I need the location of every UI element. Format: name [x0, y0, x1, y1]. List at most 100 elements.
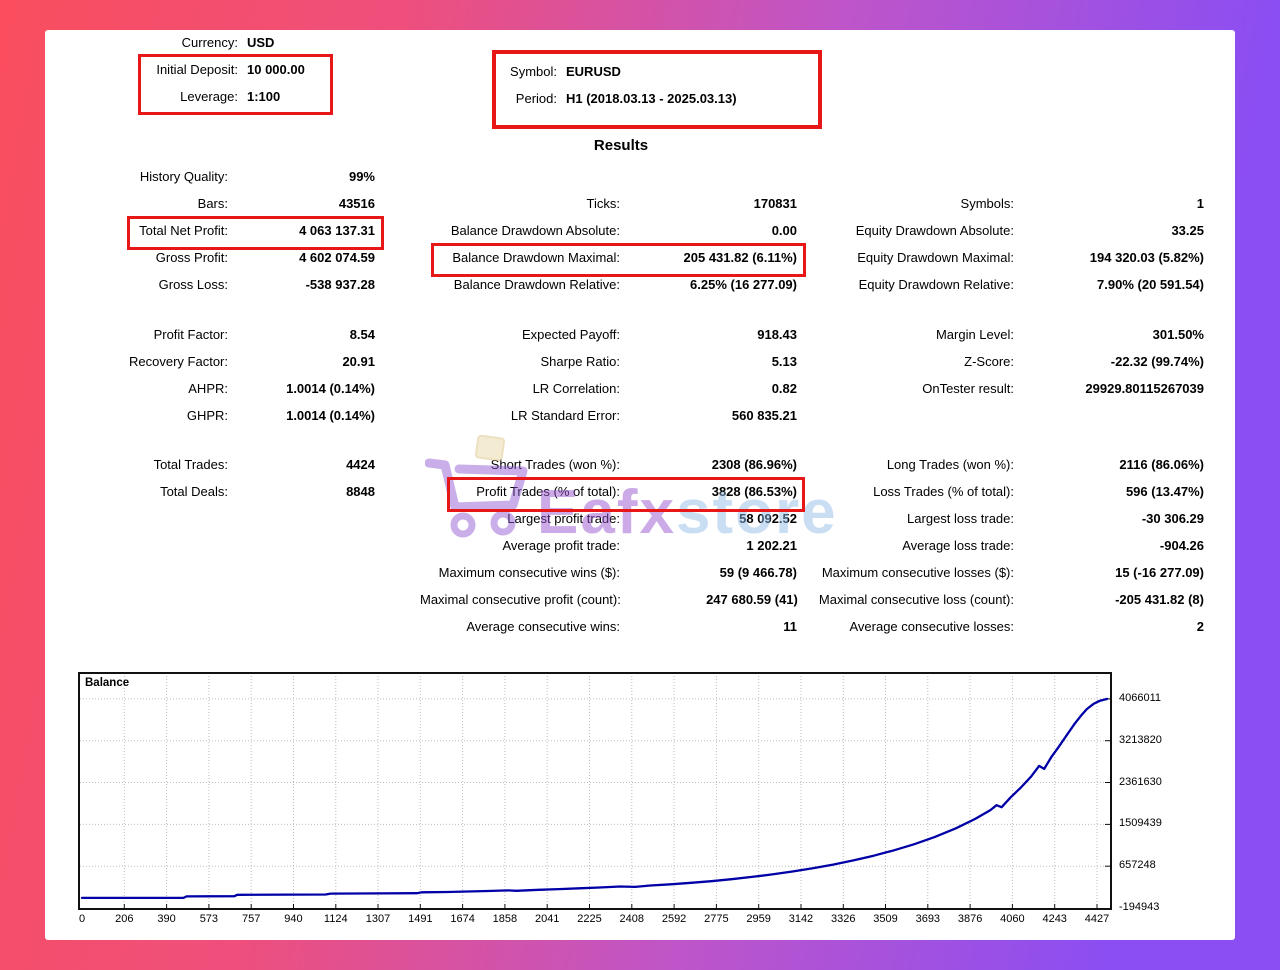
x-axis-label: 1858	[492, 913, 518, 925]
stat-label: Symbols:	[960, 196, 1014, 211]
x-axis-label: 940	[284, 913, 303, 925]
stat-label: Profit Factor:	[153, 327, 228, 342]
stat-label: Maximum consecutive losses ($):	[821, 565, 1014, 580]
stat-label: Loss Trades (% of total):	[873, 484, 1014, 499]
stat-label: LR Standard Error:	[510, 408, 620, 423]
stat-row-ticks: Ticks: 170831	[420, 190, 797, 217]
x-axis-label: 3509	[873, 913, 898, 925]
x-axis-label: 206	[115, 913, 134, 925]
stat-label: Equity Drawdown Maximal:	[857, 250, 1014, 265]
stat-row-total-trades: Total Trades: 4424	[60, 451, 375, 478]
account-info-block: Currency: USD Initial Deposit: 10 000.00…	[100, 29, 400, 110]
y-axis-label: 1509439	[1119, 817, 1162, 830]
stat-row-largest-loss-trade: Largest loss trade: -30 306.29	[812, 505, 1204, 532]
stat-label: Maximal consecutive loss (count):	[818, 592, 1014, 607]
stat-label: Sharpe Ratio:	[540, 354, 621, 369]
period-row: Period: H1 (2018.03.13 - 2025.03.13)	[430, 85, 810, 112]
stat-value: 0.00	[771, 223, 797, 238]
stat-value: 205 431.82 (6.11%)	[683, 250, 797, 265]
x-axis-label: 1307	[365, 913, 391, 925]
currency-value: USD	[247, 35, 275, 50]
symbol-label: Symbol:	[510, 64, 557, 79]
stat-value: -30 306.29	[1141, 511, 1204, 526]
stat-label: History Quality:	[139, 169, 228, 184]
stat-label: Ticks:	[586, 196, 620, 211]
stat-value: 0.82	[771, 381, 797, 396]
stats-col1-group3: Total Trades: 4424 Total Deals: 8848	[60, 451, 375, 505]
balance-chart-title: Balance	[85, 677, 130, 689]
y-axis-label: -194943	[1119, 901, 1160, 913]
stat-row-total-deals: Total Deals: 8848	[60, 478, 375, 505]
stat-label: GHPR:	[186, 408, 228, 423]
stat-value: 99%	[348, 169, 375, 184]
stat-value: 4424	[346, 457, 375, 472]
stat-value: 1	[1196, 196, 1204, 211]
stat-value: 29929.80115267039	[1085, 381, 1204, 396]
balance-chart-y-axis: 4066011 3213820 2361630 1509439 657248 -19494…	[1119, 674, 1189, 918]
stat-label: Balance Drawdown Absolute:	[450, 223, 620, 238]
stat-row-profit-trades: Profit Trades (% of total): 3828 (86.53%)	[420, 478, 797, 505]
stats-col3-group1: Symbols: 1 Equity Drawdown Absolute: 33.25…	[812, 190, 1204, 298]
stat-row-gross-profit: Gross Profit: 4 602 074.59	[60, 244, 375, 271]
stat-value: 301.50%	[1152, 327, 1204, 342]
balance-chart: Balance	[78, 672, 1112, 910]
x-axis-label: 1674	[450, 913, 475, 925]
stat-row-z-score: Z-Score: -22.32 (99.74%)	[812, 348, 1204, 375]
y-axis-label: 3213820	[1119, 733, 1162, 746]
stat-value: 1.0014 (0.14%)	[286, 408, 375, 423]
x-axis-label: 3142	[788, 913, 814, 925]
stat-value: 2	[1196, 619, 1204, 634]
leverage-row: Leverage: 1:100	[100, 83, 400, 110]
x-axis-label: 1124	[323, 913, 348, 925]
stat-row-ontester-result: OnTester result: 29929.80115267039	[812, 375, 1204, 402]
stat-row-long-trades: Long Trades (won %): 2116 (86.06%)	[812, 451, 1204, 478]
currency-row: Currency: USD	[100, 29, 400, 56]
stat-row-average-profit-trade: Average profit trade: 1 202.21	[420, 532, 797, 559]
symbol-info-block: Symbol: EURUSD Period: H1 (2018.03.13 - …	[430, 58, 810, 112]
stat-value: 8848	[346, 484, 375, 499]
stat-value: 4 063 137.31	[299, 223, 375, 238]
stat-row-loss-trades: Loss Trades (% of total): 596 (13.47%)	[812, 478, 1204, 505]
stat-label: Gross Profit:	[155, 250, 228, 265]
x-axis-label: 4427	[1084, 913, 1110, 925]
stat-label: Margin Level:	[935, 327, 1014, 342]
y-axis-label: 4066011	[1119, 691, 1162, 704]
stat-value: 2116 (86.06%)	[1119, 457, 1204, 472]
x-axis-label: 2959	[746, 913, 771, 925]
stat-label: Equity Drawdown Relative:	[858, 277, 1014, 292]
stat-row-symbols: Symbols: 1	[812, 190, 1204, 217]
y-axis-label: 2361630	[1119, 775, 1162, 788]
results-title: Results	[593, 137, 649, 154]
stat-label: Maximal consecutive profit (count):	[420, 592, 621, 607]
stat-row-gross-loss: Gross Loss: -538 937.28	[60, 271, 375, 298]
stats-col3-group2: Margin Level: 301.50% Z-Score: -22.32 (99.…	[812, 321, 1204, 402]
y-axis-label: 657248	[1119, 859, 1156, 872]
x-axis-label: 390	[157, 913, 176, 925]
period-label: Period:	[515, 91, 557, 106]
stat-row-max-consecutive-wins: Maximum consecutive wins ($): 59 (9 466.7…	[420, 559, 797, 586]
balance-chart-svg	[80, 676, 1110, 908]
stat-value: 2308 (86.96%)	[711, 457, 797, 472]
x-axis-label: 2225	[577, 913, 602, 925]
stat-row-lr-correlation: LR Correlation: 0.82	[420, 375, 797, 402]
x-axis-label: 3693	[915, 913, 941, 925]
stat-value: 1.0014 (0.14%)	[286, 381, 375, 396]
x-axis-label: 0	[78, 913, 86, 925]
initial-deposit-row: Initial Deposit: 10 000.00	[100, 56, 400, 83]
stat-row-bars: Bars: 43516	[60, 190, 375, 217]
stat-row-balance-dd-maximal: Balance Drawdown Maximal: 205 431.82 (6.1…	[420, 244, 797, 271]
stat-label: OnTester result:	[922, 381, 1014, 396]
stat-label: Recovery Factor:	[129, 354, 228, 369]
stat-label: Maximum consecutive wins ($):	[438, 565, 620, 580]
initial-deposit-label: Initial Deposit:	[156, 62, 238, 77]
stats-col1-group1: History Quality: 99% Bars: 43516 Total Net…	[60, 163, 375, 298]
stat-label: Total Net Profit:	[139, 223, 228, 238]
stat-label: Bars:	[197, 196, 228, 211]
x-axis-label: 4060	[1000, 913, 1025, 925]
stat-label: Expected Payoff:	[521, 327, 620, 342]
leverage-label: Leverage:	[180, 89, 238, 104]
x-axis-label: 2041	[534, 913, 560, 925]
balance-chart-x-axis: 0 206 390 573 757 940 1124 1307 1491 1674 1858 2041…	[79, 913, 1120, 929]
stat-value: 8.54	[349, 327, 375, 342]
x-axis-label: 4243	[1042, 913, 1067, 925]
